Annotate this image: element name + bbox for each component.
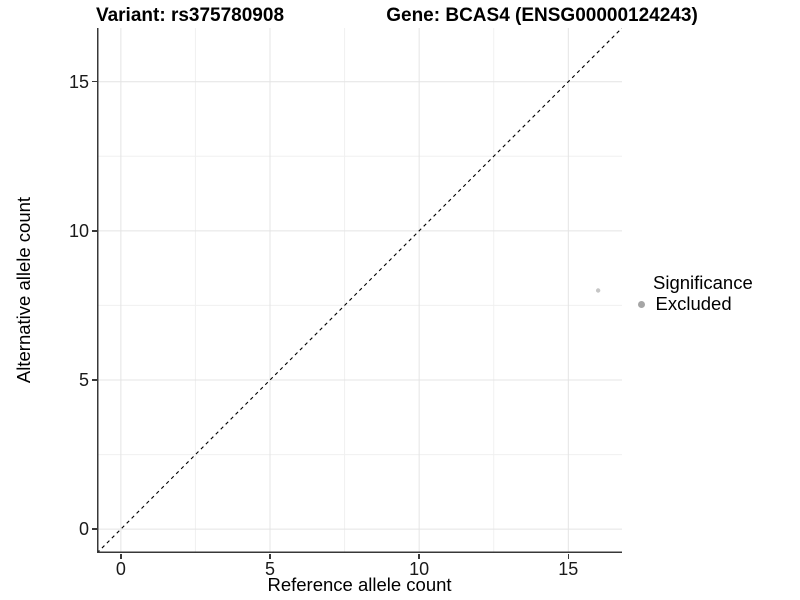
identity-line [97, 28, 622, 553]
x-tick-mark-10 [418, 553, 420, 559]
y-tick-mark-10 [92, 230, 97, 232]
plot-title-variant: Variant: rs375780908 [95, 5, 285, 26]
plot-panel [97, 28, 622, 553]
legend-title: Significance [653, 272, 753, 293]
legend-item-label: Excluded [655, 293, 732, 314]
x-tick-mark-15 [567, 553, 570, 559]
y-tick-mark-5 [92, 379, 97, 381]
y-tick-label-5: 5 [78, 369, 89, 390]
plot-title-gene: Gene: BCAS4 (ENSG00000124243) [386, 5, 698, 26]
legend-item-excluded: Excluded [632, 294, 800, 314]
y-axis-title: Alternative allele count [13, 196, 34, 384]
x-tick-mark-0 [120, 553, 122, 559]
data-point-excluded [595, 288, 601, 293]
legend: Significance Excluded [632, 273, 800, 314]
x-axis-title: Reference allele count [267, 574, 452, 595]
y-tick-mark-15 [92, 80, 97, 83]
y-tick-label-15: 15 [68, 71, 89, 92]
y-tick-mark-0 [92, 528, 97, 530]
legend-key-dot [637, 300, 645, 308]
x-tick-label-5: 5 [264, 559, 275, 579]
x-tick-label-10: 10 [409, 559, 430, 579]
x-tick-label-15: 15 [558, 559, 579, 579]
y-tick-label-0: 0 [78, 519, 89, 540]
x-tick-label-0: 0 [115, 559, 126, 579]
y-tick-label-10: 10 [68, 220, 89, 241]
plot-canvas [97, 28, 622, 553]
x-tick-mark-5 [269, 553, 271, 559]
